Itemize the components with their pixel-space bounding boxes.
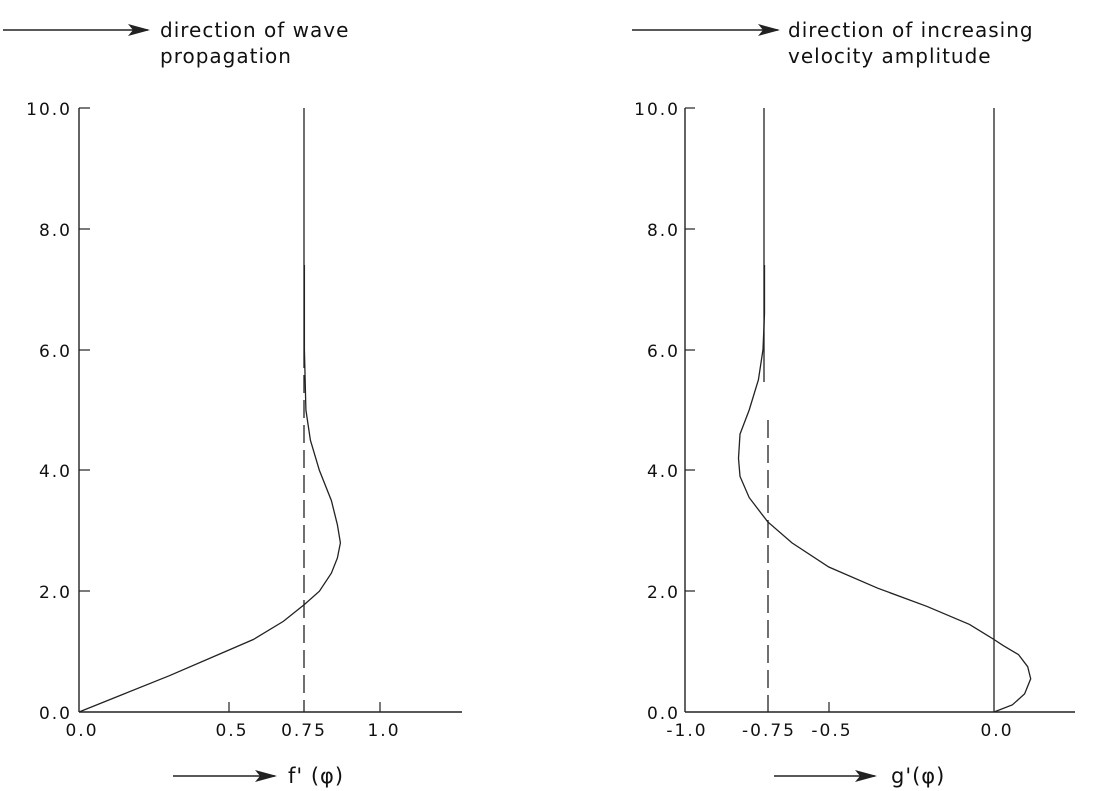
left-y-tick-label: 0.0 <box>39 704 72 724</box>
right-x-axis-label: g'(φ) <box>891 764 945 788</box>
left-x-tick-label: 0.0 <box>65 721 98 741</box>
right-x-tick-label: 0.0 <box>980 721 1013 741</box>
left-x-axis: 0.0 0.5 0.75 1.0 <box>65 702 462 741</box>
right-x-tick-label: -0.75 <box>742 721 796 741</box>
right-y-tick-label: 6.0 <box>647 342 680 362</box>
right-x-axis: -1.0 -0.75 -0.5 0.0 <box>666 702 1075 741</box>
right-panel: direction of increasing velocity amplitu… <box>632 18 1075 788</box>
right-annotation-line2: velocity amplitude <box>788 44 992 68</box>
right-y-tick-label: 2.0 <box>647 583 680 603</box>
right-y-tick-label: 0.0 <box>647 704 680 724</box>
left-annotation-line1: direction of wave <box>160 18 349 42</box>
left-x-tick-label: 1.0 <box>367 721 400 741</box>
right-x-tick-label: -1.0 <box>666 721 707 741</box>
left-y-axis: 10.0 8.0 6.0 4.0 2.0 0.0 <box>26 100 90 724</box>
left-y-tick-label: 4.0 <box>39 462 72 482</box>
left-y-tick-label: 10.0 <box>26 100 72 120</box>
right-y-tick-label: 10.0 <box>634 100 680 120</box>
left-y-tick-label: 8.0 <box>39 221 72 241</box>
left-x-tick-label: 0.75 <box>281 721 327 741</box>
right-annotation-line1: direction of increasing <box>788 18 1034 42</box>
left-annotation-line2: propagation <box>160 44 292 68</box>
left-panel: direction of wave propagation 10.0 8.0 6… <box>3 18 462 788</box>
right-x-tick-label: -0.5 <box>811 721 852 741</box>
left-x-tick-label: 0.5 <box>215 721 248 741</box>
left-x-axis-label: f' (φ) <box>288 764 344 788</box>
right-y-tick-label: 8.0 <box>647 221 680 241</box>
left-y-tick-label: 2.0 <box>39 583 72 603</box>
left-y-tick-label: 6.0 <box>39 342 72 362</box>
right-y-axis: 10.0 8.0 6.0 4.0 2.0 0.0 <box>634 100 695 724</box>
right-profile-curve <box>737 265 1032 713</box>
left-profile-curve <box>78 265 342 713</box>
right-y-tick-label: 4.0 <box>647 462 680 482</box>
